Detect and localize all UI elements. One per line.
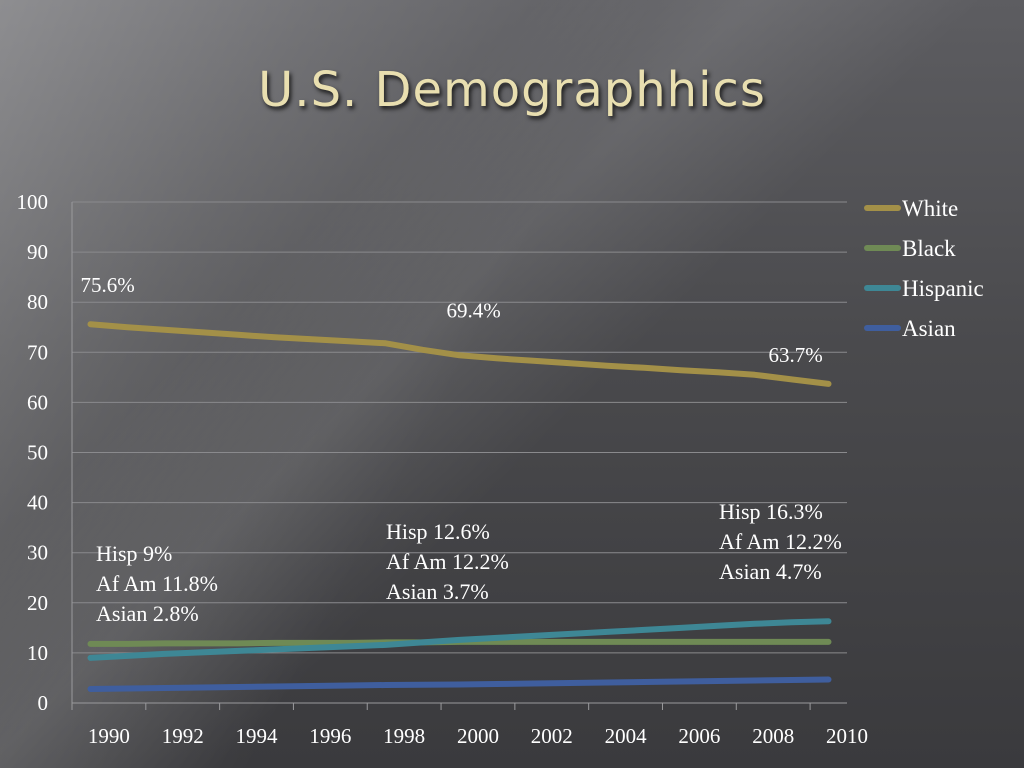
legend-label: Asian [902,316,956,341]
legend-label: Hispanic [902,276,984,301]
y-tick-label: 90 [27,240,48,264]
annotation-line: Asian 3.7% [386,579,489,604]
y-tick-label: 40 [27,491,48,515]
annotation: Hisp 12.6% Af Am 12.2% Asian 3.7% [386,519,509,604]
annotation-line: Asian 4.7% [719,559,822,584]
chart-series [87,321,832,692]
series-line-asian [87,676,832,692]
x-tick-label: 2000 [457,724,499,748]
annotation-line: Af Am 11.8% [96,571,218,596]
y-tick-label: 60 [27,390,48,414]
x-tick-label: 1994 [236,724,279,748]
chart-labels: 75.6% 69.4% 63.7% Hisp 9% Af Am 11.8% Asian 2… [80,273,841,626]
y-tick-label: 100 [17,190,49,214]
x-tick-label: 1990 [88,724,130,748]
y-tick-label: 30 [27,541,48,565]
y-tick-label: 80 [27,290,48,314]
series-line-white [87,321,832,387]
annotation: Hisp 16.3% Af Am 12.2% Asian 4.7% [719,499,842,584]
data-label: 69.4% [447,298,501,322]
x-tick-label: 2010 [826,724,868,748]
annotation-line: Asian 2.8% [96,601,199,626]
annotation: Hisp 9% Af Am 11.8% Asian 2.8% [96,541,218,626]
x-tick-label: 1996 [309,724,351,748]
slide-title: U.S. Demographhics [258,62,766,118]
annotation-line: Af Am 12.2% [386,549,509,574]
legend-label: Black [902,236,956,261]
annotation-line: Hisp 9% [96,541,172,566]
x-tick-label: 2002 [531,724,573,748]
x-tick-label: 2006 [678,724,720,748]
series-line-hispanic [87,618,832,661]
y-tick-label: 20 [27,591,48,615]
x-tick-label: 2004 [605,724,648,748]
data-label: 75.6% [80,273,134,297]
legend-label: White [902,196,958,221]
y-tick-label: 0 [38,691,49,715]
data-label: 63.7% [769,343,823,367]
y-tick-label: 10 [27,641,48,665]
x-tick-label: 1998 [383,724,425,748]
chart-axes: 0 10 20 30 40 50 60 70 80 90 100 1990 1992 1994 1996 19… [17,190,869,748]
x-tick-label: 2008 [752,724,794,748]
y-tick-label: 50 [27,441,48,465]
annotation-line: Hisp 12.6% [386,519,490,544]
y-tick-label: 70 [27,340,48,364]
x-tick-label: 1992 [162,724,204,748]
chart-legend: White Black Hispanic Asian [864,196,984,341]
annotation-line: Af Am 12.2% [719,529,842,554]
annotation-line: Hisp 16.3% [719,499,823,524]
